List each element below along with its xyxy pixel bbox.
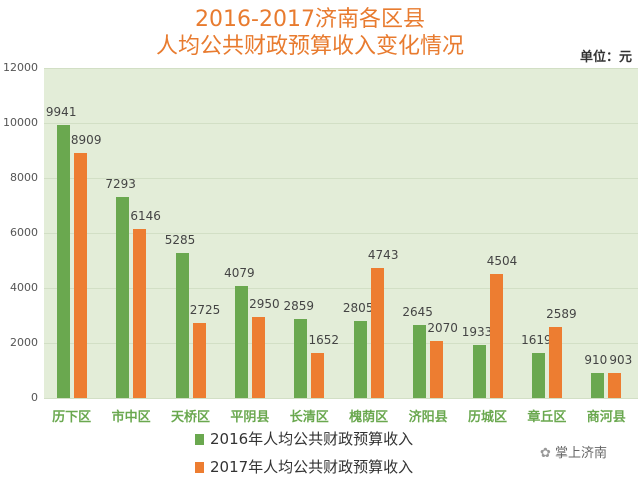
legend-item-2017: 2017年人均公共财政预算收入 [195,456,413,477]
bar-2016 [175,252,189,398]
legend-label-2017: 2017年人均公共财政预算收入 [210,458,414,476]
bar-2017 [430,341,444,398]
bar-2017 [370,267,384,398]
data-label: 1652 [308,332,340,347]
data-label: 4743 [367,247,399,262]
bar-2017 [608,373,622,398]
gridline [44,233,638,234]
y-tick-label: 4000 [10,281,38,294]
bar-2016 [56,124,70,398]
x-tick-label: 天桥区 [170,410,211,425]
x-tick-label: 历城区 [467,410,508,425]
data-label: 4504 [486,254,518,269]
bar-2016 [116,197,130,398]
x-tick-label: 平阴县 [230,410,270,425]
x-tick-label: 济阳县 [408,410,448,425]
y-tick-label: 12000 [3,61,38,74]
data-label: 6146 [130,208,161,223]
unit-label: 单位：元 [579,50,632,65]
data-label: 903 [609,353,633,368]
data-label: 2589 [546,306,577,321]
gridline [44,68,638,69]
wechat-icon: ✿ [540,446,556,461]
gridline [44,343,638,344]
gridline [44,398,638,399]
data-label: 8909 [70,133,102,147]
data-label: 2725 [189,303,221,318]
bar-2017 [548,326,562,398]
gridline [44,178,638,179]
data-label: 7293 [105,177,136,192]
x-tick-label: 历下区 [52,410,92,425]
data-label: 4079 [224,265,255,280]
data-label: 2950 [249,296,280,311]
watermark-text: 掌上济南 [555,446,608,461]
x-tick-label: 市中区 [111,410,151,425]
gridline [44,123,638,124]
legend-item-2016: 2016年人均公共财政预算收入 [195,428,413,449]
y-tick-label: 2000 [10,336,38,349]
bar-2017 [73,153,87,398]
data-label: 9941 [45,104,77,119]
data-label: 1933 [461,324,493,339]
bar-2016 [591,372,605,398]
x-tick-label: 商河县 [586,410,626,425]
y-tick-label: 8000 [10,171,38,184]
bar-2017 [311,352,325,398]
chart-title-line1: 2016-2017济南各区县 [195,7,425,32]
data-label: 2859 [283,299,315,314]
chart-title-line2: 人均公共财政预算收入变化情况 [155,34,464,59]
legend-label-2016: 2016年人均公共财政预算收入 [210,430,414,448]
data-label: 5285 [164,232,196,247]
plot-area: 9941 8909 7293 6146 5285 2725 4079 2950 2859 1652… [44,68,638,399]
data-label: 2805 [342,300,374,315]
gridline [44,288,638,289]
data-label: 2645 [402,305,433,320]
watermark: ✿ 掌上济南 [540,442,607,461]
x-tick-label: 章丘区 [527,410,567,425]
data-label: 910 [584,352,608,367]
bar-2017 [251,316,265,398]
bar-2016 [413,325,427,398]
bar-2017 [133,229,147,398]
y-tick-label: 0 [31,391,38,404]
bar-2016 [531,353,545,398]
data-label: 1619 [521,333,552,348]
y-tick-label: 6000 [10,226,38,239]
x-tick-label: 长清区 [289,410,329,425]
data-label: 2070 [427,321,458,336]
x-tick-label: 槐荫区 [349,410,389,425]
y-tick-label: 10000 [3,116,38,129]
legend-swatch-2017 [195,462,204,473]
legend-swatch-2016 [195,434,204,445]
bar-2016 [353,320,367,398]
bar-2017 [489,274,503,398]
bar-2016 [234,285,248,398]
bar-2016 [472,344,486,398]
bar-2017 [192,323,206,398]
bar-2016 [294,319,308,398]
